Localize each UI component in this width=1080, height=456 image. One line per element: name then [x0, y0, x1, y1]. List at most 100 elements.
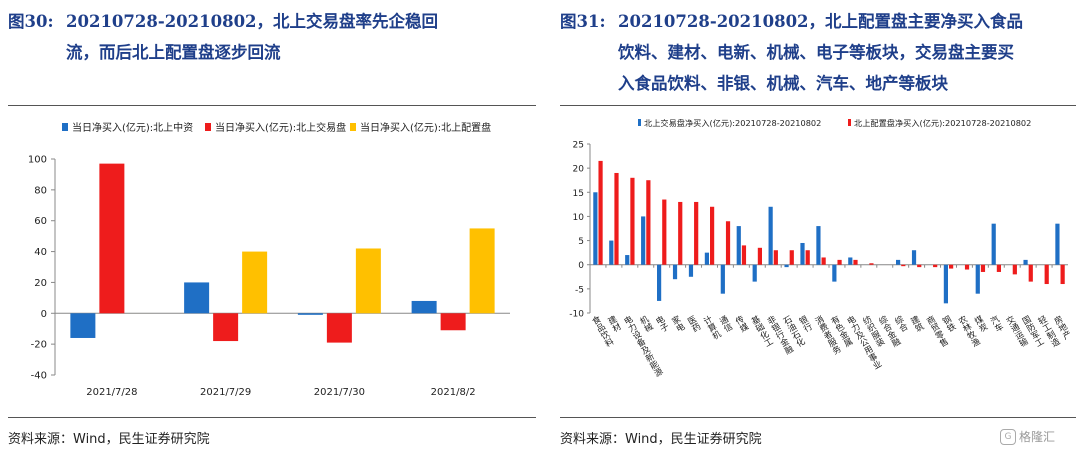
bar	[614, 172, 619, 265]
bar	[440, 313, 466, 331]
x-tick-label: 2021/7/29	[200, 387, 251, 398]
bar	[837, 259, 842, 265]
bar	[355, 248, 381, 314]
bar	[896, 259, 901, 265]
legend-label: 当日净买入(亿元):北上交易盘	[215, 121, 346, 134]
bar	[593, 192, 598, 265]
bar	[1012, 264, 1017, 275]
bar	[704, 252, 709, 265]
bar	[773, 250, 778, 265]
bar	[1028, 264, 1033, 282]
bar	[70, 313, 96, 338]
figure-title-line-1: 20210728-20210802，北上配置盘主要净买入食品	[618, 12, 1024, 31]
y-tick-label: 10	[573, 213, 585, 223]
bar	[805, 250, 810, 265]
legend-swatch	[848, 119, 851, 126]
bar	[901, 264, 906, 267]
y-tick-label: 80	[34, 185, 47, 196]
source-note: 资料来源：Wind，民生证券研究院	[8, 432, 210, 447]
bar	[694, 201, 699, 265]
bar	[784, 264, 789, 268]
bar	[242, 251, 268, 314]
bar	[641, 216, 646, 265]
legend-label: 北上交易盘净买入(亿元):20210728-20210802	[644, 118, 821, 128]
x-tick-label: 电子	[654, 313, 672, 334]
bar	[725, 221, 731, 265]
bar	[646, 180, 651, 265]
bar	[853, 259, 858, 265]
bar	[996, 264, 1001, 272]
bar	[1055, 223, 1060, 265]
bar	[184, 282, 210, 314]
figure-label: 图31:	[560, 12, 606, 31]
x-tick-label: 医药	[686, 314, 703, 335]
figure-title-line-2: 饮料、建材、电新、机械、电子等板块，交易盘主要买	[618, 43, 1014, 62]
bar	[949, 264, 954, 269]
chart-figure-31: 北上交易盘净买入(亿元):20210728-20210802 北上配置盘净买入(亿…	[569, 118, 1074, 380]
x-tick-label: 钢铁	[941, 313, 959, 334]
source-note: 资料来源：Wind，民生证券研究院	[560, 432, 762, 447]
y-tick-label: 5	[578, 237, 584, 247]
bottom-rule	[8, 417, 536, 418]
x-tick-label: 建材	[606, 313, 624, 334]
bar	[821, 257, 826, 265]
bar	[99, 163, 125, 314]
bar	[975, 264, 980, 294]
x-tick-label: 煤炭	[973, 313, 991, 334]
y-tick-label: -20	[31, 340, 47, 351]
x-tick-label: 2021/8/2	[431, 387, 476, 398]
y-tick-label: 40	[34, 247, 47, 258]
bar	[943, 264, 948, 304]
bar	[688, 264, 694, 277]
x-tick-label: 2021/7/30	[314, 387, 365, 398]
x-tick-label: 综合	[893, 313, 911, 334]
bar	[848, 257, 853, 265]
bar	[768, 206, 773, 265]
bar	[1023, 259, 1028, 265]
bar	[752, 264, 757, 282]
y-tick-label: -5	[575, 285, 584, 295]
legend-label: 北上配置盘净买入(亿元):20210728-20210802	[854, 118, 1031, 128]
y-tick-label: 25	[573, 141, 584, 151]
bar	[213, 313, 239, 342]
y-tick-label: -10	[569, 310, 584, 320]
top-rule	[560, 105, 1076, 106]
y-tick-label: 100	[28, 155, 47, 166]
bar	[625, 255, 630, 265]
bar	[917, 264, 922, 268]
x-tick-label: 2021/7/28	[86, 387, 137, 398]
watermark-logo: G 格隆汇	[1000, 428, 1055, 445]
x-tick-label: 建筑	[909, 313, 927, 334]
x-tick-label: 传媒	[734, 313, 752, 334]
bar	[657, 264, 662, 301]
bar	[609, 240, 614, 265]
legend-swatch	[62, 123, 68, 131]
bar	[598, 160, 603, 265]
y-tick-label: -40	[31, 371, 47, 382]
bar	[789, 250, 794, 265]
figure-title-line-1: 20210728-20210802，北上交易盘率先企稳回	[66, 12, 439, 31]
x-tick-label: 机械	[638, 313, 656, 334]
bar	[964, 264, 970, 270]
legend-swatch	[205, 123, 211, 131]
watermark-text: 格隆汇	[1019, 430, 1056, 444]
bar	[736, 226, 741, 265]
bar	[297, 313, 323, 315]
bar	[991, 223, 996, 265]
bar	[1060, 264, 1065, 285]
bottom-rule	[560, 417, 1076, 418]
figure-label: 图30:	[8, 12, 54, 31]
legend-swatch	[638, 119, 641, 126]
bar	[672, 264, 678, 280]
x-tick-label: 通信	[718, 313, 736, 334]
bar	[411, 300, 437, 314]
y-tick-label: 20	[34, 278, 47, 289]
bar	[630, 177, 635, 265]
bar	[869, 263, 874, 265]
y-tick-label: 60	[34, 216, 47, 227]
x-tick-label: 汽车	[989, 313, 1007, 334]
bar	[911, 250, 917, 265]
bar	[757, 247, 762, 265]
bar	[816, 226, 821, 265]
y-tick-label: 20	[573, 165, 585, 175]
